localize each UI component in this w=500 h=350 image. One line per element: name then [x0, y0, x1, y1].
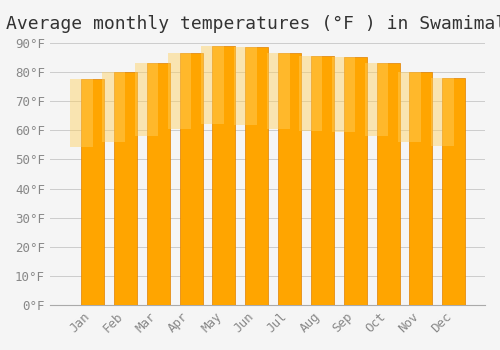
- Bar: [81, 79, 104, 305]
- Bar: [212, 46, 236, 305]
- Bar: [278, 53, 301, 305]
- Bar: [332, 57, 355, 132]
- Bar: [431, 78, 454, 146]
- Bar: [70, 79, 92, 147]
- Title: Average monthly temperatures (°F ) in Swamimalai: Average monthly temperatures (°F ) in Sw…: [6, 15, 500, 33]
- Bar: [442, 78, 465, 305]
- Bar: [234, 47, 257, 125]
- Bar: [246, 47, 268, 305]
- Bar: [147, 63, 170, 305]
- Bar: [201, 46, 224, 124]
- Bar: [102, 72, 126, 142]
- Bar: [168, 53, 191, 129]
- Bar: [266, 53, 289, 129]
- Bar: [300, 56, 322, 131]
- Bar: [398, 72, 421, 142]
- Bar: [365, 63, 388, 136]
- Bar: [376, 63, 400, 305]
- Bar: [136, 63, 158, 136]
- Bar: [410, 72, 432, 305]
- Bar: [311, 56, 334, 305]
- Bar: [180, 53, 203, 305]
- Bar: [344, 57, 366, 305]
- Bar: [114, 72, 137, 305]
